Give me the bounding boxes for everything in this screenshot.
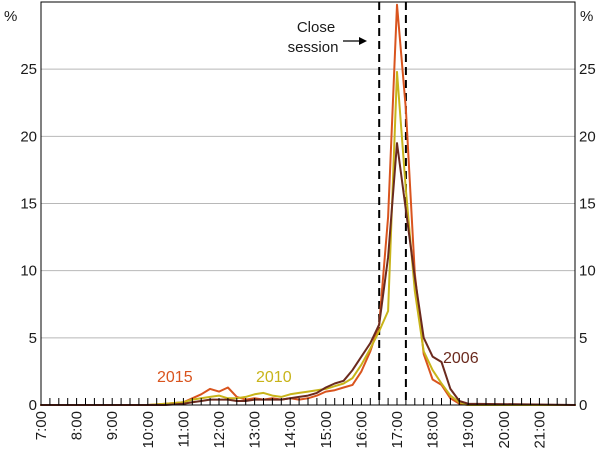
y-axis-ticks: 0 0 5 5 10 10 15 15 20 20 25 25 xyxy=(20,61,595,414)
series-lines xyxy=(40,3,576,406)
x-tick-label: 13:00 xyxy=(247,411,264,449)
y-tick-label-left: 15 xyxy=(20,196,37,213)
gridlines xyxy=(41,68,575,339)
y-tick-label-left: 20 xyxy=(20,128,37,145)
y-tick-label-right: 0 xyxy=(579,397,587,414)
series-line-2010 xyxy=(40,70,576,406)
x-tick-label: 9:00 xyxy=(104,411,121,440)
series-label-2015: 2015 xyxy=(157,369,193,386)
y-axis-unit-right: % xyxy=(580,8,593,25)
close-session-label-line2: session xyxy=(288,39,339,56)
x-tick-label: 15:00 xyxy=(318,411,335,449)
y-tick-label-right: 5 xyxy=(579,330,587,347)
x-tick-label: 12:00 xyxy=(211,411,228,449)
y-tick-label-left: 5 xyxy=(29,330,37,347)
x-tick-label: 14:00 xyxy=(282,411,299,449)
x-tick-label: 10:00 xyxy=(140,411,157,449)
series-line-2015 xyxy=(40,3,576,406)
x-tick-label: 8:00 xyxy=(69,411,86,440)
x-tick-label: 19:00 xyxy=(460,411,477,449)
x-tick-label: 21:00 xyxy=(531,411,548,449)
x-tick-label: 20:00 xyxy=(496,411,513,449)
x-tick-label: 18:00 xyxy=(425,411,442,449)
x-tick-label: 16:00 xyxy=(353,411,370,449)
x-axis-ticks: 7:00 8:00 9:00 10:00 11:00 12:00 13:00 14:00 15:… xyxy=(33,398,567,449)
y-tick-label-left: 0 xyxy=(29,397,37,414)
y-tick-label-right: 15 xyxy=(579,196,596,213)
series-label-2010: 2010 xyxy=(256,369,292,386)
y-tick-label-right: 20 xyxy=(579,128,596,145)
series-line-2006 xyxy=(40,142,576,406)
y-tick-label-right: 10 xyxy=(579,263,596,280)
x-tick-label: 17:00 xyxy=(389,411,406,449)
close-session-label-line1: Close xyxy=(297,19,335,36)
y-tick-label-left: 25 xyxy=(20,61,37,78)
series-label-2006: 2006 xyxy=(443,350,479,367)
y-tick-label-right: 25 xyxy=(579,61,596,78)
x-tick-label: 7:00 xyxy=(33,411,50,440)
y-axis-unit-left: % xyxy=(4,8,17,25)
y-tick-label-left: 10 xyxy=(20,263,37,280)
x-tick-label: 11:00 xyxy=(175,411,192,447)
close-session-arrow xyxy=(343,37,367,45)
